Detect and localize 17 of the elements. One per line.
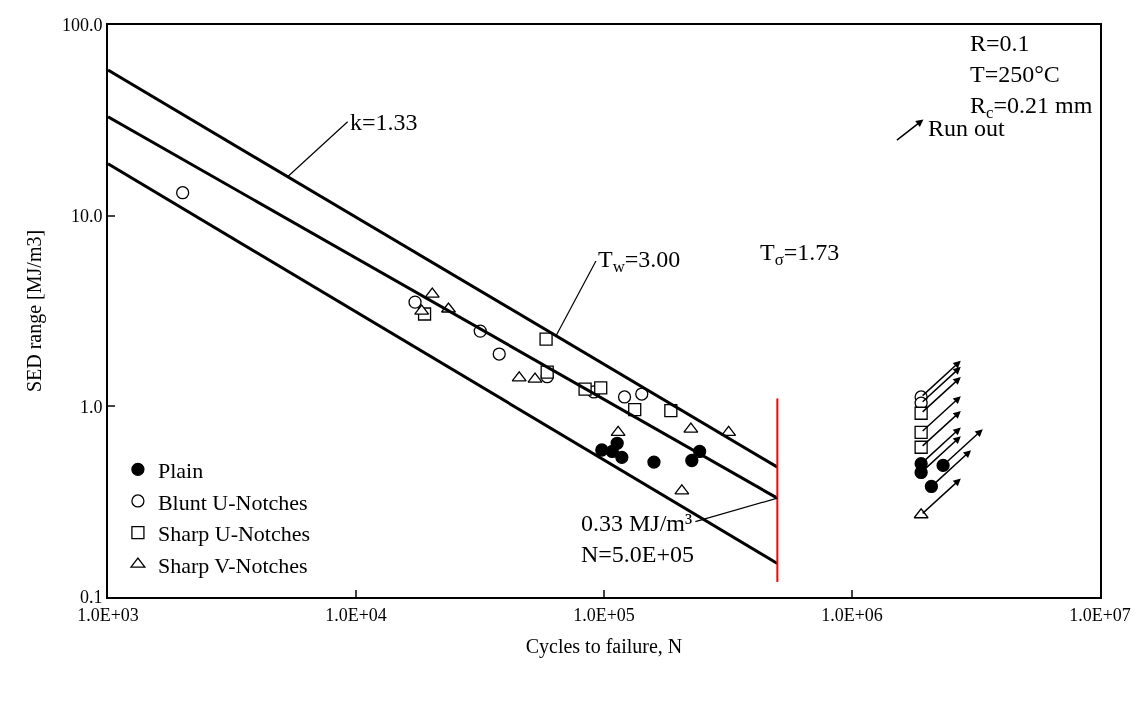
legend-label: Blunt U-Notches [157, 489, 308, 515]
annotation: T$_{w}$=3.00 [598, 246, 681, 277]
y-tick-label: 10.0 [70, 205, 103, 226]
x-tick-label: 1.0E+04 [325, 604, 387, 625]
y-tick-label: 1.0 [79, 396, 103, 417]
y-axis-title: SED range [MJ/m3] [22, 229, 46, 393]
x-tick-label: 1.0E+07 [1069, 604, 1131, 625]
annotation: T$_{σ}$=1.73 [760, 239, 840, 270]
legend-label: Sharp V-Notches [157, 552, 308, 578]
y-tick-label: 100.0 [61, 15, 103, 36]
x-tick-label: 1.0E+05 [573, 604, 635, 625]
annotation: 0.33 MJ/m³ N=5.0E+05 [581, 510, 695, 568]
x-axis-title: Cycles to failure, N [525, 634, 683, 658]
x-tick-label: 1.0E+06 [821, 604, 883, 625]
annotation: k=1.33 [350, 109, 418, 135]
legend-label: Plain [157, 457, 204, 483]
legend-label: Sharp U-Notches [157, 521, 311, 547]
